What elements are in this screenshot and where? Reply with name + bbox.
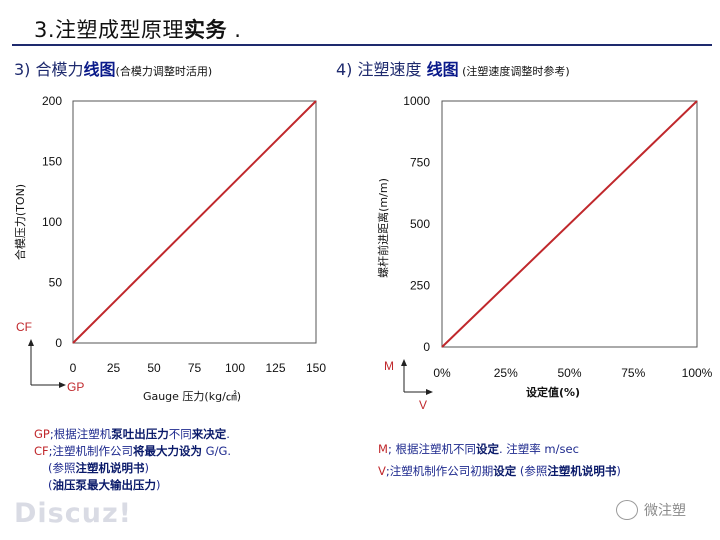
right-y-axis-label: 螺杆前进距离(m/m) <box>376 178 390 278</box>
right-y-tick-label: 0 <box>423 340 430 354</box>
right-heading: 4) 注塑速度 线图 (注塑速度调整时参考) <box>336 60 570 79</box>
left-y-axis-label: 合模压力(TON) <box>13 184 27 260</box>
cf-label: CF <box>16 320 32 334</box>
right-x-tick-label: 100% <box>682 366 713 380</box>
right-x-tick-label: 50% <box>557 366 581 380</box>
right-plot-frame <box>441 100 698 348</box>
right-tick-labels: 0% 25% 50% 75% 100% 0 250 500 750 1000 <box>403 94 712 380</box>
right-x-axis-label: 设定值(%) <box>526 385 580 399</box>
right-x-tick-label: 0% <box>433 366 451 380</box>
left-x-tick-label: 125 <box>265 361 285 375</box>
left-plot-frame <box>72 100 317 344</box>
wechat-watermark-text: 微注塑 <box>644 503 686 519</box>
series-lines <box>72 100 698 348</box>
left-x-tick-label: 25 <box>107 361 121 375</box>
v-label: V <box>419 398 427 412</box>
right-x-tick-label: 25% <box>494 366 518 380</box>
right-y-tick-label: 250 <box>410 279 430 293</box>
m-arrowhead <box>401 359 407 366</box>
wechat-watermark: 微注塑 <box>616 500 686 520</box>
right-series-line <box>441 100 698 348</box>
left-y-tick-label: 150 <box>42 155 62 169</box>
left-tick-labels: 0 25 50 75 100 125 150 0 50 100 150 200 <box>42 94 326 375</box>
left-heading: 3) 合模力线图(合模力调整时活用) <box>14 60 213 79</box>
left-y-tick-label: 50 <box>49 276 63 290</box>
right-note-0: M; 根据注塑机不同设定. 注塑率 m/sec <box>378 442 579 456</box>
left-note-3: (油压泵最大输出压力) <box>48 478 161 492</box>
left-x-tick-label: 0 <box>70 361 77 375</box>
left-y-tick-label: 100 <box>42 215 62 229</box>
gp-label: GP <box>67 380 84 394</box>
left-x-tick-label: 75 <box>188 361 202 375</box>
gp-arrowhead <box>59 382 66 388</box>
left-x-tick-label: 100 <box>225 361 245 375</box>
left-x-tick-label: 150 <box>306 361 326 375</box>
v-arrowhead <box>426 389 433 395</box>
right-y-tick-label: 1000 <box>403 94 430 108</box>
slide-title: 3.注塑成型原理实务 . <box>34 18 242 42</box>
left-y-tick-label: 200 <box>42 94 62 108</box>
m-label: M <box>384 359 394 373</box>
right-note-1: V;注塑机制作公司初期设定 (参照注塑机说明书) <box>378 464 621 478</box>
title-rule <box>12 44 712 46</box>
right-x-tick-label: 75% <box>621 366 645 380</box>
right-y-tick-label: 500 <box>410 217 430 231</box>
left-series-line <box>72 100 317 344</box>
right-notes: M; 根据注塑机不同设定. 注塑率 m/sec V;注塑机制作公司初期设定 (参… <box>378 438 621 482</box>
left-y-tick-label: 0 <box>55 336 62 350</box>
right-y-tick-label: 750 <box>410 156 430 170</box>
left-note-2: (参照注塑机说明书) <box>48 461 149 475</box>
left-note-0: GP;根据注塑机泵吐出压力不同来决定. <box>34 427 230 441</box>
left-notes: GP;根据注塑机泵吐出压力不同来决定. CF;注塑机制作公司将最大力设为 G/G… <box>34 426 231 494</box>
discuz-watermark: Discuz! <box>14 498 132 529</box>
left-x-tick-label: 50 <box>147 361 161 375</box>
wechat-icon <box>616 500 638 520</box>
cf-arrowhead <box>28 339 34 346</box>
left-x-axis-label: Gauge 压力(kg/㎠) <box>143 390 241 403</box>
left-note-1: CF;注塑机制作公司将最大力设为 G/G. <box>34 444 232 458</box>
